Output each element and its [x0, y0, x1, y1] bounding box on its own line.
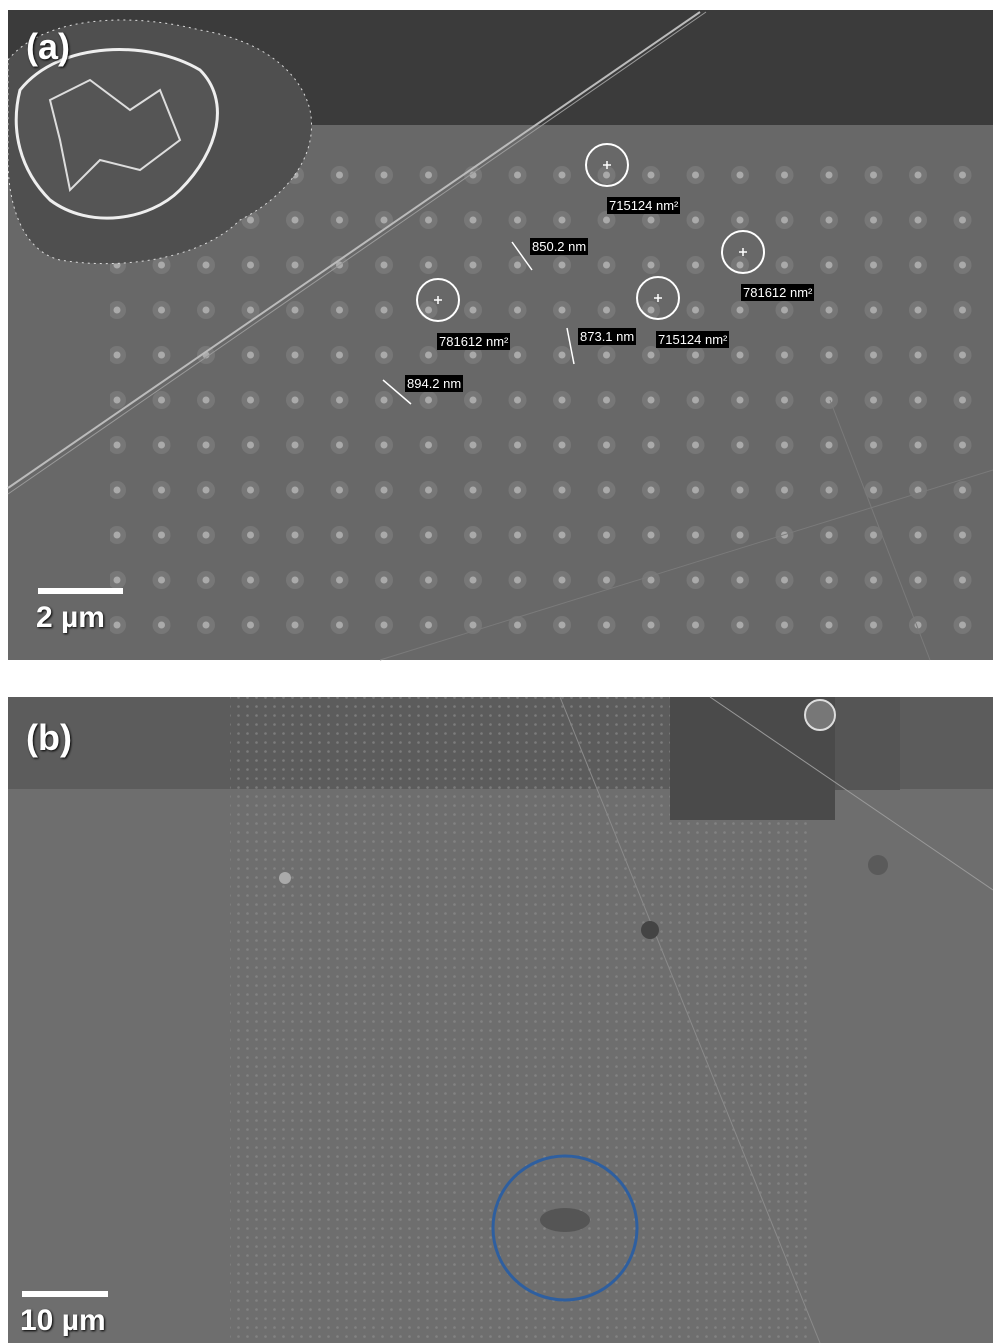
scale-label: 2 µm — [36, 601, 105, 635]
area-label: 781612 nm² — [437, 333, 510, 350]
panel-label: (b) — [26, 717, 72, 759]
length-label: 850.2 nm — [530, 238, 588, 255]
scale-label: 10 µm — [20, 1304, 106, 1338]
length-label: 894.2 nm — [405, 375, 463, 392]
area-label: 715124 nm² — [607, 197, 680, 214]
page: (a) 2 µm 715124 nm² 781612 nm² 781612 nm… — [0, 0, 993, 1343]
figure — [0, 0, 993, 1343]
length-label: 873.1 nm — [578, 328, 636, 345]
area-label: 715124 nm² — [656, 331, 729, 348]
area-label: 781612 nm² — [741, 284, 814, 301]
panel-b-image — [8, 697, 993, 1343]
panel-label: (a) — [26, 26, 70, 68]
